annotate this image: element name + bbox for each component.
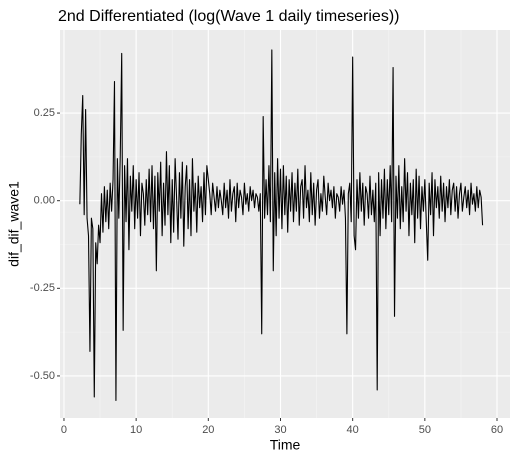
marks [79,49,484,402]
x-tick-label: 60 [491,424,503,436]
x-tick-label: 50 [419,424,431,436]
x-tick-label: 0 [61,424,67,436]
x-tick-label: 10 [130,424,142,436]
axes: 0 10 20 30 40 50 60 -0.50 -0.25 0.00 0.25 [30,107,503,436]
x-tick-label: 20 [202,424,214,436]
x-tick-label: 40 [347,424,359,436]
y-tick-label: -0.25 [30,282,55,294]
y-axis-label: dif_dif_wave1 [6,181,22,267]
x-tick-label: 30 [274,424,286,436]
panel [60,30,510,418]
x-axis-label: Time [270,437,301,453]
y-tick-label: 0.00 [34,195,55,207]
y-tick-label: -0.50 [30,370,55,382]
grid [60,30,510,418]
chart-title: 2nd Differentiated (log(Wave 1 daily tim… [58,8,399,25]
y-tick-label: 0.25 [34,107,55,119]
series-line [79,49,484,402]
